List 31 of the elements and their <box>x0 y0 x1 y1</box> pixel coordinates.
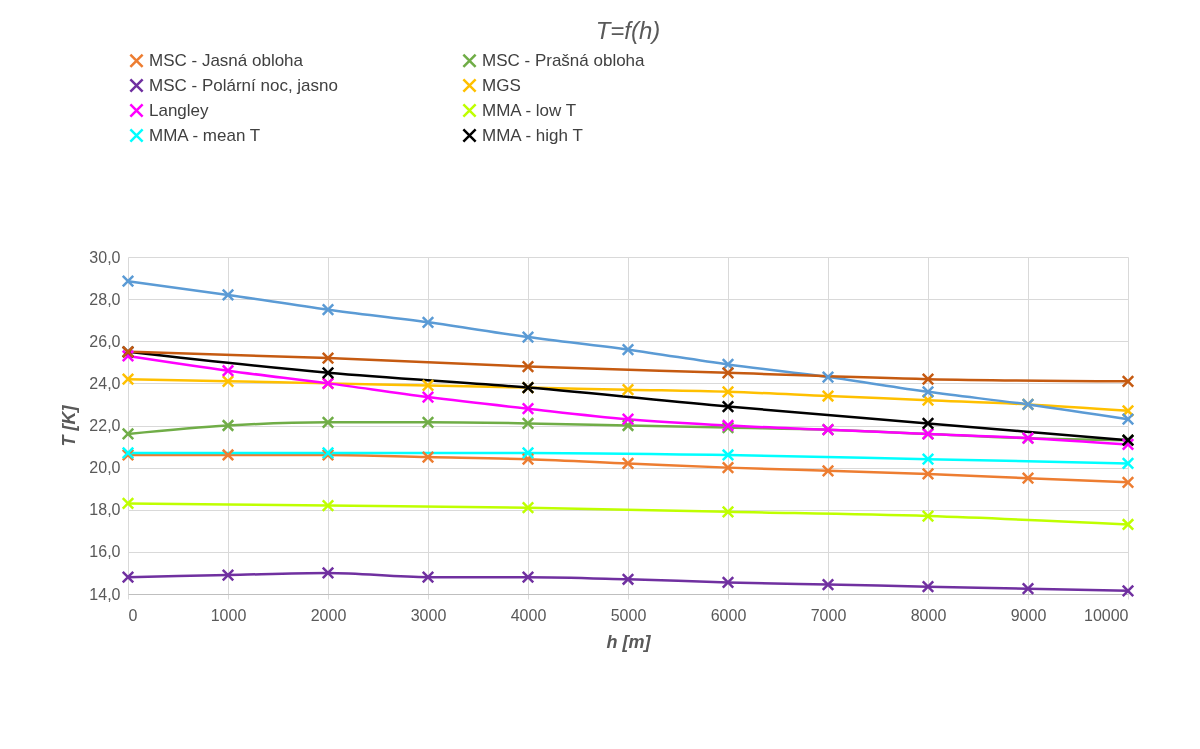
y-axis-title: T [K] <box>59 404 80 447</box>
y-tick-label: 22,0 <box>89 417 121 434</box>
y-tick-label: 18,0 <box>89 501 121 519</box>
y-tick-label: 16,0 <box>89 543 121 561</box>
legend-label: MMA - high T <box>482 125 583 145</box>
x-tick-label: 0 <box>128 606 138 624</box>
legend-label: MMA - low T <box>482 100 577 120</box>
y-tick-label: 30,0 <box>89 248 121 266</box>
legend-label: Langley <box>149 100 210 120</box>
y-tick-label: 28,0 <box>89 290 121 308</box>
x-tick-label: 7000 <box>810 606 847 624</box>
legend-label: MMA - mean T <box>149 125 261 145</box>
legend-label: MGS <box>482 75 521 95</box>
x-tick-label: 5000 <box>610 606 647 624</box>
x-tick-label: 4000 <box>510 606 547 624</box>
legend-label: MSC - Polární noc, jasno <box>149 75 338 95</box>
x-tick-label: 6000 <box>710 606 747 624</box>
x-axis-title: h [m] <box>606 631 652 652</box>
x-tick-label: 2000 <box>310 606 347 624</box>
x-tick-label: 3000 <box>410 606 447 624</box>
x-tick-label: 1000 <box>210 606 247 624</box>
y-tick-label: 20,0 <box>89 459 121 477</box>
y-tick-label: 26,0 <box>89 332 121 350</box>
y-tick-label: 14,0 <box>89 585 121 603</box>
x-tick-label: 9000 <box>1010 606 1047 624</box>
chart-title: T=f(h) <box>595 17 661 44</box>
x-tick-label: 8000 <box>910 606 947 624</box>
legend-label: MSC - Prašná obloha <box>482 50 646 70</box>
x-tick-label: 10000 <box>1084 606 1129 624</box>
legend-label: MSC - Jasná obloha <box>149 50 304 70</box>
y-tick-label: 24,0 <box>89 374 121 392</box>
